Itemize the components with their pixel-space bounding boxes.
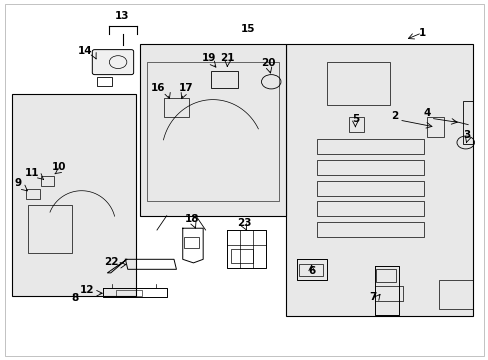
Text: 3: 3 [463, 130, 470, 140]
Bar [230, 249, 252, 263]
Text: 15: 15 [241, 24, 255, 34]
Bar [317, 181, 424, 196]
Bar [184, 237, 199, 248]
Polygon shape [140, 44, 285, 216]
Text: 22: 22 [104, 257, 119, 267]
Text: 10: 10 [51, 162, 66, 172]
Text: 13: 13 [115, 11, 129, 21]
Text: 17: 17 [179, 84, 193, 93]
Text: 4: 4 [422, 108, 429, 118]
Bar [426, 117, 443, 137]
Bar [41, 176, 54, 186]
Bar [164, 98, 188, 117]
Text: 1: 1 [418, 28, 425, 38]
Bar [375, 269, 395, 282]
Text: 21: 21 [220, 53, 234, 63]
Bar [317, 160, 424, 175]
Text: 9: 9 [15, 179, 22, 188]
Bar [298, 264, 323, 276]
Bar [116, 290, 142, 296]
Text: 2: 2 [390, 111, 397, 121]
Bar [317, 202, 424, 216]
Text: 14: 14 [78, 46, 93, 56]
Text: 23: 23 [237, 218, 251, 228]
Text: 8: 8 [72, 293, 79, 303]
Bar [348, 117, 363, 132]
Text: 19: 19 [202, 53, 216, 63]
Text: 20: 20 [261, 58, 276, 68]
Bar [211, 71, 238, 88]
Bar [317, 222, 424, 237]
Text: 11: 11 [25, 168, 39, 178]
Text: 18: 18 [185, 214, 199, 224]
Text: 16: 16 [151, 84, 165, 93]
Bar [12, 94, 136, 296]
Bar [97, 77, 112, 86]
Polygon shape [285, 44, 472, 316]
Bar [317, 139, 424, 154]
Text: 5: 5 [351, 114, 358, 124]
Bar [26, 189, 40, 199]
FancyBboxPatch shape [92, 50, 133, 75]
Text: 7: 7 [368, 292, 376, 302]
Text: 12: 12 [80, 285, 95, 295]
Text: 6: 6 [307, 266, 315, 276]
